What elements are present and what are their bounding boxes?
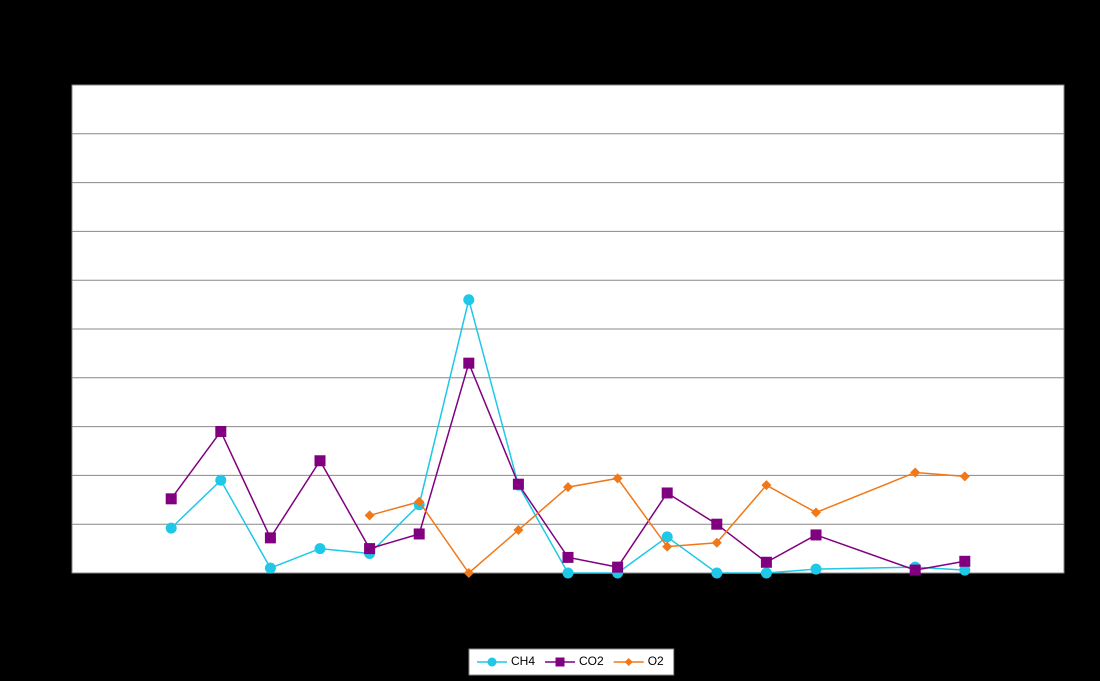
point [563, 482, 573, 493]
series-line [369, 471, 965, 575]
point [463, 357, 475, 369]
legend-label: CH4 [511, 654, 535, 668]
legend-marker [487, 657, 497, 667]
legend-marker [624, 658, 633, 666]
point [711, 518, 723, 530]
point [761, 480, 772, 491]
point [562, 551, 574, 563]
point [661, 487, 673, 499]
point [612, 473, 623, 484]
series-line [170, 299, 965, 574]
point [910, 467, 921, 478]
series-line [170, 360, 965, 571]
point [909, 564, 921, 576]
point [413, 528, 425, 540]
point [711, 567, 723, 579]
point [264, 532, 276, 544]
point [215, 474, 227, 486]
point [612, 561, 624, 573]
point [314, 543, 326, 555]
point [711, 537, 722, 548]
legend-label: O2 [648, 654, 664, 668]
point [264, 562, 276, 574]
point [463, 568, 474, 578]
legend-label: CO2 [579, 654, 604, 668]
point [314, 455, 326, 467]
point [810, 563, 822, 575]
legend-marker [555, 657, 565, 667]
point [165, 522, 177, 534]
point [760, 567, 772, 579]
point [414, 496, 425, 507]
point [811, 507, 821, 518]
point [364, 543, 376, 555]
point [959, 564, 971, 576]
point [215, 425, 227, 437]
point [959, 555, 971, 567]
point [513, 525, 524, 536]
point [463, 294, 475, 306]
point [661, 531, 673, 543]
point [959, 471, 970, 482]
point [662, 541, 673, 552]
point [760, 556, 772, 568]
point [512, 478, 524, 490]
legend: CH4 CO2 O2 [468, 648, 675, 676]
point [364, 510, 375, 521]
point [562, 567, 574, 579]
point [165, 493, 177, 505]
point [810, 529, 822, 541]
